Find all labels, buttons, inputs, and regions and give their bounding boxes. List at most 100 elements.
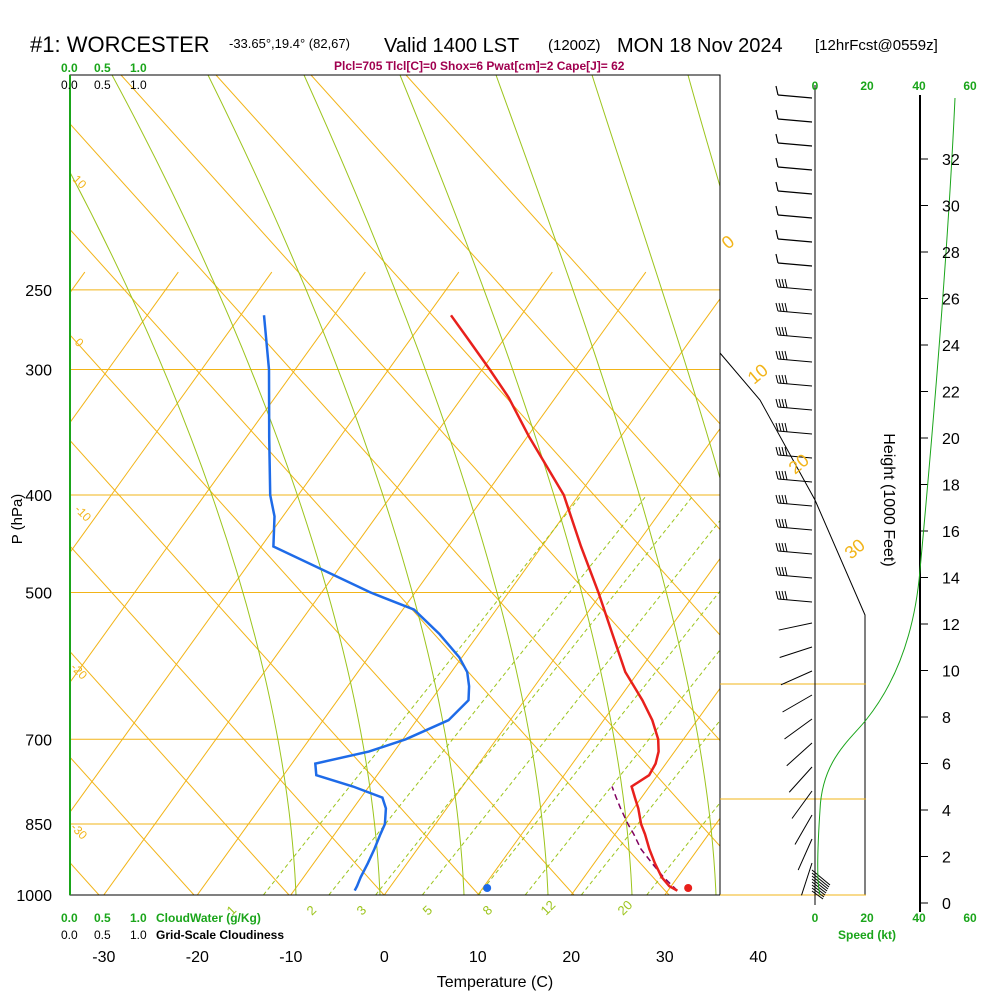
height-tick-label: 12 xyxy=(942,617,960,634)
wind-barb xyxy=(775,302,813,315)
dewpoint-curve xyxy=(262,315,471,892)
temperature-tick-label: 40 xyxy=(749,949,767,966)
mixing-ratio-line xyxy=(421,519,720,895)
wind-barb xyxy=(797,838,813,871)
isotherm-label: 0 xyxy=(718,231,739,253)
cloudiness-tick-top: 0.0 xyxy=(61,78,78,92)
wind-barb xyxy=(775,85,813,99)
wind-barb xyxy=(775,470,813,483)
mixing-ratio-line xyxy=(328,494,648,895)
wind-barb xyxy=(811,887,825,898)
wind-barb xyxy=(775,253,813,267)
speed-tick-top: 60 xyxy=(963,79,977,93)
dry-adiabat-line xyxy=(70,334,575,895)
wind-barbs xyxy=(775,85,831,900)
height-tick-label: 28 xyxy=(942,245,960,262)
wind-barb xyxy=(775,518,813,531)
dry-adiabat-line xyxy=(70,545,385,895)
mixing-ratio-label: 3 xyxy=(354,902,370,918)
wind-barb xyxy=(775,590,813,603)
isotherm-line xyxy=(570,687,720,895)
dry-adiabat-line xyxy=(120,75,720,742)
pressure-tick-label: 700 xyxy=(25,732,52,749)
cloudiness-tick-bottom: 0.0 xyxy=(61,928,78,942)
height-tick-label: 26 xyxy=(942,292,960,309)
dry-adiabat-label: -20 xyxy=(68,660,90,682)
wind-barb xyxy=(791,790,813,819)
wind-barb xyxy=(784,718,813,740)
stability-indices: Plcl=705 Tlcl[C]=0 Shox=6 Pwat[cm]=2 Cap… xyxy=(334,59,625,73)
wind-barb xyxy=(775,133,813,147)
wind-barb xyxy=(788,766,813,793)
height-tick-label: 18 xyxy=(942,478,960,495)
cloudiness-tick-bottom: 0.5 xyxy=(94,928,111,942)
surface-temperature-dot xyxy=(684,884,693,892)
cloud-water-tick-top: 0.5 xyxy=(94,61,111,75)
isotherm-line xyxy=(477,557,720,895)
wind-barb xyxy=(775,229,813,243)
dry-adiabat-line xyxy=(70,439,480,895)
cloud-water-tick-bottom: 1.0 xyxy=(130,911,147,925)
temperature-tick-label: 20 xyxy=(562,949,580,966)
wind-barb xyxy=(779,646,813,658)
height-tick-label: 6 xyxy=(942,757,951,774)
moist-adiabat-line xyxy=(399,75,633,895)
isotherm-line xyxy=(70,271,273,554)
wind-barb xyxy=(775,422,813,435)
temperature-tick-label: 0 xyxy=(380,949,389,966)
cloud-water-tick-bottom: 0.0 xyxy=(61,911,78,925)
speed-tick-bottom: 0 xyxy=(812,911,819,925)
wind-speed-profile xyxy=(817,97,956,896)
dry-adiabat-line xyxy=(70,756,195,895)
wind-barb xyxy=(811,890,824,900)
dry-adiabat-line xyxy=(70,862,100,895)
mixing-ratio-line xyxy=(263,494,582,895)
cloudiness-tick-top: 1.0 xyxy=(130,78,147,92)
wind-barb xyxy=(778,622,813,631)
pressure-tick-label: 500 xyxy=(25,585,52,602)
cloudiness-label: Grid-Scale Cloudiness xyxy=(156,928,284,942)
cloudiness-tick-top: 0.5 xyxy=(94,78,111,92)
wind-barb xyxy=(794,814,813,845)
mixing-ratio-line xyxy=(375,494,694,895)
dry-adiabat-line xyxy=(70,123,720,847)
moist-adiabat-line xyxy=(111,75,381,895)
isotherm-line xyxy=(196,271,647,895)
wind-barb xyxy=(801,862,813,896)
isotherm-label: 20 xyxy=(785,450,813,478)
mixing-ratio-line xyxy=(478,590,720,895)
station-title: #1: WORCESTER xyxy=(30,32,210,57)
mixing-ratio-line xyxy=(646,802,720,895)
temperature-curve xyxy=(449,314,678,892)
moist-adiabat-line xyxy=(784,75,968,895)
wind-barb xyxy=(775,326,813,339)
wind-barb xyxy=(775,566,813,579)
wind-barb xyxy=(775,205,813,219)
station-coords: -33.65°,19.4° (82,67) xyxy=(229,36,350,51)
pressure-tick-label: 850 xyxy=(25,817,52,834)
dry-adiabat-line xyxy=(310,75,720,531)
speed-tick-top: 20 xyxy=(860,79,874,93)
wind-barb xyxy=(775,181,813,195)
mixing-ratio-label: 5 xyxy=(420,902,436,918)
speed-label: Speed (kt) xyxy=(838,928,896,942)
temperature-tick-label: -20 xyxy=(186,949,209,966)
dry-adiabat-line xyxy=(405,75,720,425)
isotherm-label: 30 xyxy=(841,535,869,563)
speed-tick-bottom: 60 xyxy=(963,911,977,925)
mixing-ratio-label: 12 xyxy=(538,897,559,918)
height-tick-label: 14 xyxy=(942,571,960,588)
dry-adiabat-label: 0 xyxy=(72,335,87,350)
height-tick-label: 32 xyxy=(942,152,960,169)
speed-tick-top: 0 xyxy=(812,79,819,93)
isotherm-line xyxy=(70,271,179,424)
cloud-water-tick-top: 1.0 xyxy=(130,61,147,75)
wind-barb xyxy=(775,446,813,459)
pressure-tick-label: 400 xyxy=(25,488,52,505)
upper-boundary-line xyxy=(719,352,866,895)
mixing-ratio-label: 8 xyxy=(480,902,496,918)
dry-adiabat-label: 10 xyxy=(70,172,90,192)
moist-adiabat-line xyxy=(70,171,297,895)
height-tick-label: 16 xyxy=(942,524,960,541)
mixing-ratio-line xyxy=(580,719,720,895)
